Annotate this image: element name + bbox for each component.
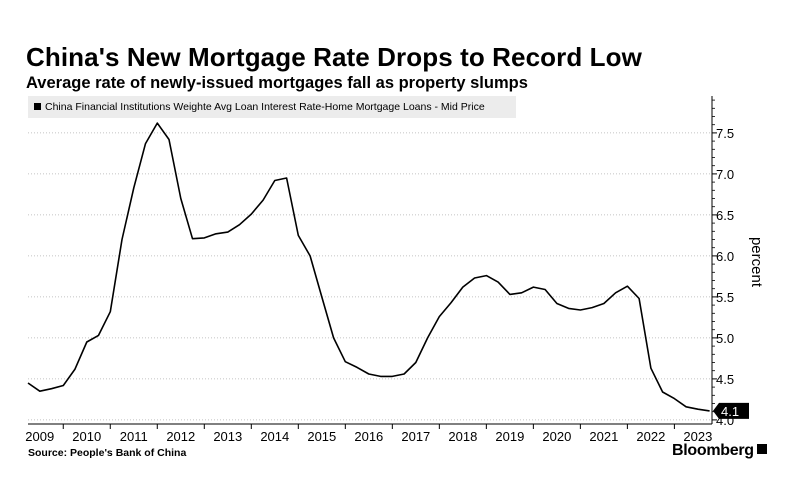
x-tick-label: 2014 (260, 429, 289, 444)
y-tick-label: 6.0 (716, 249, 734, 264)
legend-label: China Financial Institutions Weighte Avg… (45, 101, 485, 113)
y-axis: 4.04.55.05.56.06.57.07.5 (711, 96, 734, 428)
last-value-label: 4.1 (721, 404, 739, 419)
x-tick-label: 2021 (589, 429, 618, 444)
legend: China Financial Institutions Weighte Avg… (28, 96, 516, 118)
bloomberg-logo: Bloomberg (672, 442, 767, 460)
last-value-badge (713, 402, 749, 419)
x-tick-label: 2009 (25, 429, 54, 444)
brand-text: Bloomberg (672, 442, 754, 459)
x-tick-label: 2012 (166, 429, 195, 444)
gridlines (28, 132, 712, 421)
source-note: Source: People's Bank of China (28, 447, 187, 459)
y-tick-label: 7.5 (716, 126, 734, 141)
chart-subtitle: Average rate of newly-issued mortgages f… (26, 74, 528, 92)
x-tick-label: 2019 (495, 429, 524, 444)
series-line (27, 122, 710, 412)
x-tick-label: 2013 (213, 429, 242, 444)
y-tick-label: 7.0 (716, 167, 734, 182)
x-tick-label: 2016 (354, 429, 383, 444)
x-tick-label: 2018 (448, 429, 477, 444)
brand-mark-icon (756, 444, 767, 455)
x-tick-label: 2011 (120, 429, 148, 444)
last-value-callout: 4.1 (713, 402, 749, 419)
x-tick-label: 2023 (683, 429, 712, 444)
x-tick-label: 2022 (636, 429, 665, 444)
y-tick-label: 6.5 (716, 208, 734, 223)
y-axis-label: percent (748, 237, 765, 288)
y-tick-label: 5.5 (716, 290, 734, 305)
x-axis: 2009 2010 2011 2012 2013 2014 2015 2016 2017 2018… (25, 423, 712, 444)
series-group (27, 122, 710, 412)
x-tick-label: 2017 (401, 429, 430, 444)
x-tick-label: 2015 (307, 429, 336, 444)
legend-swatch (34, 102, 41, 110)
y-tick-label: 4.5 (716, 372, 734, 387)
x-tick-label: 2010 (72, 429, 101, 444)
x-tick-label: 2020 (542, 429, 571, 444)
chart-title: China's New Mortgage Rate Drops to Recor… (26, 42, 642, 72)
y-tick-label: 5.0 (716, 331, 734, 346)
